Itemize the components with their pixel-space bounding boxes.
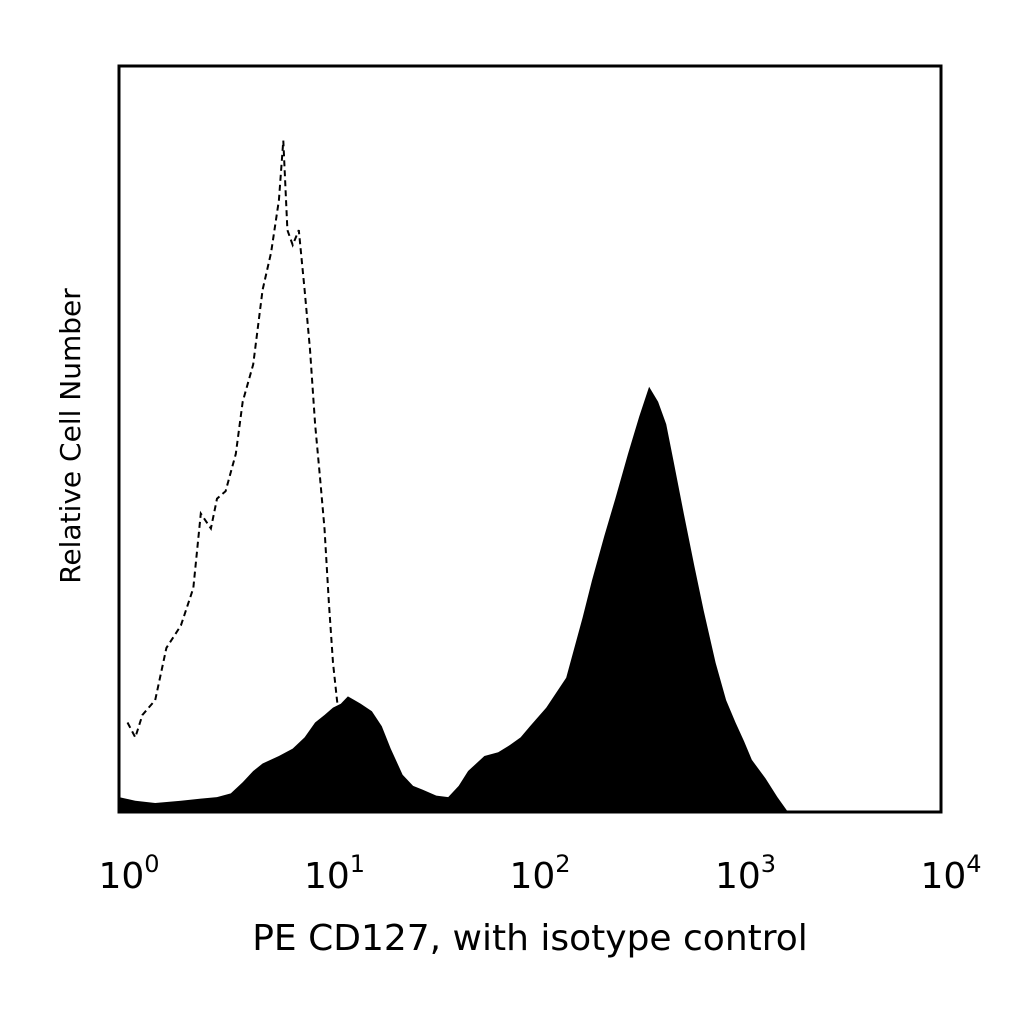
x-tick-label: 104	[920, 850, 981, 897]
filled-histogram-series	[119, 386, 788, 812]
y-axis-label: Relative Cell Number	[54, 288, 87, 584]
x-tick-label: 103	[715, 850, 776, 897]
isotype-control-dashed-series	[126, 140, 342, 740]
x-tick-label: 100	[98, 850, 159, 897]
x-tick-label: 102	[509, 850, 570, 897]
plot-area	[119, 140, 788, 812]
x-tick-label: 101	[304, 850, 365, 897]
x-tick-labels: 100 101 102 103 104	[98, 850, 981, 897]
plot-frame	[117, 64, 943, 814]
x-axis-label: PE CD127, with isotype control	[252, 918, 808, 959]
